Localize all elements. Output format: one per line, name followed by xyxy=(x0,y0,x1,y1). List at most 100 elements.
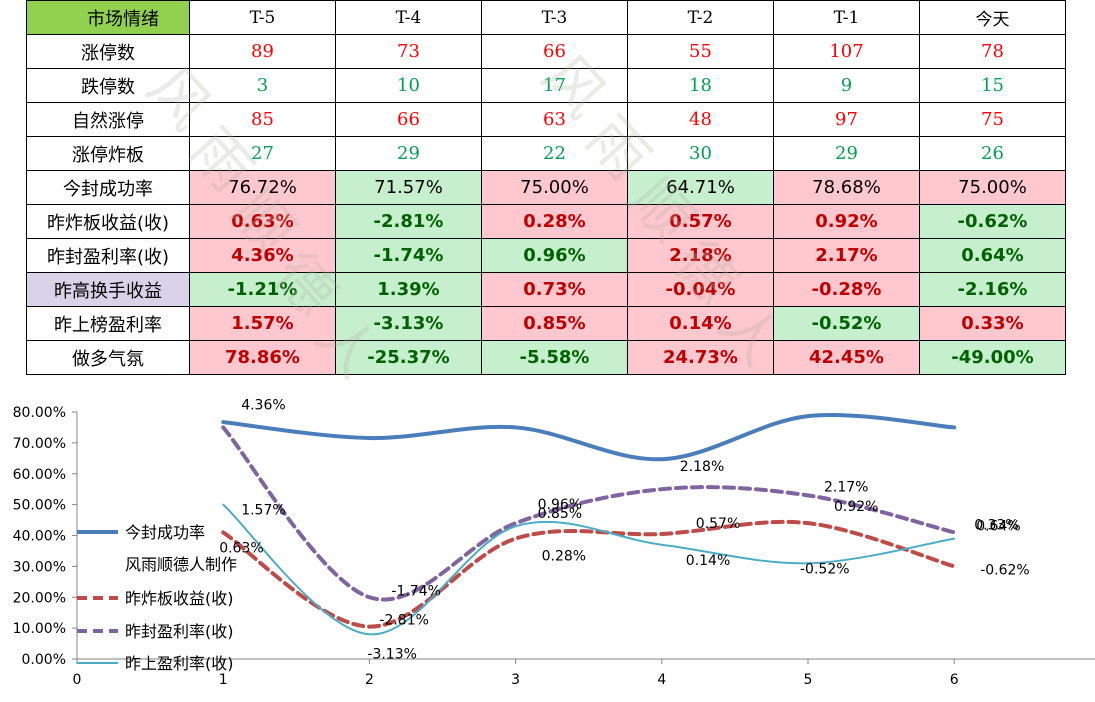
x-tick-label: 6 xyxy=(950,672,959,688)
row-label: 自然涨停 xyxy=(26,102,190,137)
table-cell: 71.57% xyxy=(335,170,482,205)
data-label: -0.52% xyxy=(800,561,850,577)
table-cell: 48 xyxy=(627,102,774,137)
table-cell: 18 xyxy=(627,68,774,103)
data-label: -0.62% xyxy=(980,562,1030,578)
data-label: 0.64% xyxy=(976,518,1020,534)
table-cell: 64.71% xyxy=(627,170,774,205)
data-label: 0.57% xyxy=(696,516,740,532)
table-cell: 107 xyxy=(773,34,920,69)
table-cell: -1.74% xyxy=(335,238,482,273)
data-label: 0.63% xyxy=(219,540,263,556)
legend-label: 昨炸板收益(收) xyxy=(125,589,234,608)
table-cell: 66 xyxy=(335,102,482,137)
data-label: 4.36% xyxy=(241,397,285,413)
table-cell: -0.52% xyxy=(773,306,920,341)
y-tick-label: 20.00% xyxy=(13,590,66,606)
series-line-1 xyxy=(221,519,957,629)
data-label: 0.85% xyxy=(538,506,582,522)
data-label: 0.14% xyxy=(686,553,730,569)
table-cell: 78.68% xyxy=(773,170,920,205)
row-label: 涨停数 xyxy=(26,34,190,69)
table-cell: 89 xyxy=(189,34,336,69)
table-cell: 73 xyxy=(335,34,482,69)
table-cell: -1.21% xyxy=(189,272,336,307)
table-cell: 27 xyxy=(189,136,336,171)
table-cell: 3 xyxy=(189,68,336,103)
table-cell: 22 xyxy=(481,136,628,171)
table-row: 跌停数 3 10 17 18 9 15 xyxy=(26,68,1066,103)
table-row: 做多气氛 78.86% -25.37% -5.58% 24.73% 42.45% -49.0… xyxy=(26,340,1066,375)
y-tick-label: 70.00% xyxy=(13,436,66,452)
table-cell: 78 xyxy=(919,34,1066,69)
header-cell: T-1 xyxy=(773,0,920,35)
row-label: 昨上榜盈利率 xyxy=(26,306,190,341)
header-corner-cell: 市场情绪 xyxy=(26,0,190,35)
table-cell: 55 xyxy=(627,34,774,69)
table-cell: 30 xyxy=(627,136,774,171)
table-cell: -49.00% xyxy=(919,340,1066,375)
x-tick-label: 4 xyxy=(657,672,666,688)
table-row: 今封成功率 76.72% 71.57% 75.00% 64.71% 78.68% 75.00… xyxy=(26,170,1066,205)
y-tick-label: 10.00% xyxy=(13,621,66,637)
table-cell: 42.45% xyxy=(773,340,920,375)
table-row: 涨停炸板 27 29 22 30 29 26 xyxy=(26,136,1066,171)
x-tick-label: 2 xyxy=(365,672,374,688)
legend-label: 昨封盈利率(收) xyxy=(125,622,234,641)
table-cell: 2.18% xyxy=(627,238,774,273)
x-tick-label: 1 xyxy=(219,672,228,688)
legend-note: 风雨顺德人制作 xyxy=(125,555,237,574)
table-cell: -0.28% xyxy=(773,272,920,307)
table-cell: 97 xyxy=(773,102,920,137)
table-cell: -3.13% xyxy=(335,306,482,341)
x-tick-label: 3 xyxy=(511,672,520,688)
table-cell: 4.36% xyxy=(189,238,336,273)
row-label: 做多气氛 xyxy=(26,340,190,375)
x-tick-label: 5 xyxy=(804,672,813,688)
y-tick-label: 40.00% xyxy=(13,529,66,545)
table-cell: -2.81% xyxy=(335,204,482,239)
legend-label: 昨上盈利率(收) xyxy=(125,654,234,673)
header-cell: 今天 xyxy=(919,0,1066,35)
table-cell: 0.96% xyxy=(481,238,628,273)
table-cell: 26 xyxy=(919,136,1066,171)
y-tick-label: 60.00% xyxy=(13,467,66,483)
table-cell: -2.16% xyxy=(919,272,1066,307)
table-cell: 0.73% xyxy=(481,272,628,307)
table-cell: 29 xyxy=(335,136,482,171)
table-cell: 17 xyxy=(481,68,628,103)
y-tick-label: 0.00% xyxy=(22,652,66,668)
table-cell: 78.86% xyxy=(189,340,336,375)
table-cell: 75 xyxy=(919,102,1066,137)
table-cell: 66 xyxy=(481,34,628,69)
y-tick-label: 80.00% xyxy=(13,405,66,421)
series-line-3 xyxy=(222,503,956,636)
line-chart: 0.00% 10.00% 20.00% 30.00% 40.00% 50.00% 60.00… xyxy=(13,397,1095,688)
header-row: 市场情绪 T-5 T-4 T-3 T-2 T-1 今天 xyxy=(26,0,1066,35)
table-row: 涨停数 89 73 66 55 107 78 xyxy=(26,34,1066,69)
table-cell: 75.00% xyxy=(919,170,1066,205)
data-label: -2.81% xyxy=(379,613,429,629)
table-row: 昨炸板收益(收) 0.63% -2.81% 0.28% 0.57% 0.92% -0.62% xyxy=(26,204,1066,239)
table-cell: -5.58% xyxy=(481,340,628,375)
table-cell: 10 xyxy=(335,68,482,103)
table-cell: 0.85% xyxy=(481,306,628,341)
table-cell: 75.00% xyxy=(481,170,628,205)
data-label: 0.28% xyxy=(542,549,586,565)
header-cell: T-4 xyxy=(335,0,482,35)
row-label: 跌停数 xyxy=(26,68,190,103)
table-cell: 0.57% xyxy=(627,204,774,239)
table-cell: 9 xyxy=(773,68,920,103)
series-line-2 xyxy=(221,425,957,602)
table-cell: 0.92% xyxy=(773,204,920,239)
data-label: 2.18% xyxy=(680,459,724,475)
table-cell: -25.37% xyxy=(335,340,482,375)
data-label: -1.74% xyxy=(391,583,441,599)
table-cell: 24.73% xyxy=(627,340,774,375)
table-cell: 2.17% xyxy=(773,238,920,273)
table-cell: 15 xyxy=(919,68,1066,103)
header-cell: T-5 xyxy=(189,0,336,35)
data-label: 0.33% xyxy=(974,518,1018,534)
table-row: 昨封盈利率(收) 4.36% -1.74% 0.96% 2.18% 2.17% 0.64% xyxy=(26,238,1066,273)
